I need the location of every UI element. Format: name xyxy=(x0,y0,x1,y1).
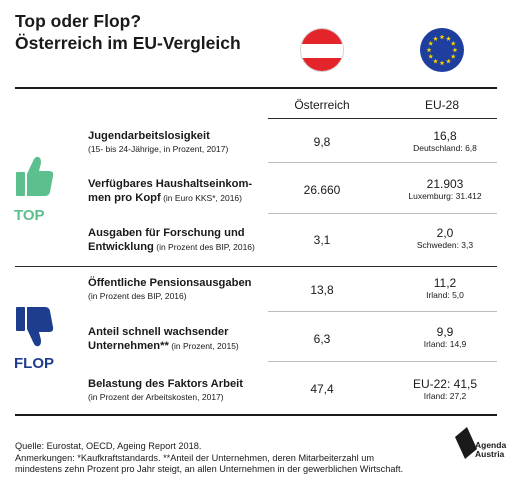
eu-cell: EU-22: 41,5 Irland: 27,2 xyxy=(390,377,500,402)
row-title: Öffentliche Pensionsausgaben xyxy=(88,277,252,289)
eu-cell: 11,2 Irland: 5,0 xyxy=(390,276,500,301)
row-note: (15- bis 24-Jährige, in Prozent, 2017) xyxy=(88,144,229,154)
row-unit: (in Prozent des BIP, 2016) xyxy=(153,242,255,252)
agenda-austria-logo-icon xyxy=(453,425,498,465)
eu-comparison: Deutschland: 6,8 xyxy=(413,143,477,153)
row-divider xyxy=(268,162,497,163)
eu-comparison: Irland: 27,2 xyxy=(423,391,467,401)
austria-value: 26.660 xyxy=(303,183,341,197)
logo-line-2: Austria xyxy=(475,449,505,459)
thumbs-up-icon xyxy=(15,155,55,204)
row-title: Belastung des Faktors Arbeit xyxy=(88,378,244,390)
row-label: Anteil schnell wachsender Unternehmen** … xyxy=(88,325,268,353)
austria-value: 47,4 xyxy=(310,382,334,396)
eu-comparison: Schweden: 3,3 xyxy=(416,240,474,250)
eu-star-icon xyxy=(433,36,438,41)
table-bottom-rule xyxy=(15,414,497,416)
eu-star-icon xyxy=(450,40,456,46)
eu-flag-icon xyxy=(420,28,464,72)
row-label: Jugendarbeitslosigkeit (15- bis 24-Jähri… xyxy=(88,129,268,155)
top-label: TOP xyxy=(14,207,45,224)
row-note: (in Prozent der Arbeitskosten, 2017) xyxy=(88,392,224,402)
eu-cell: 9,9 Irland: 14,9 xyxy=(390,325,500,350)
eu-star-icon xyxy=(452,47,458,53)
eu-value: 9,9 xyxy=(436,325,454,339)
austria-flag-icon xyxy=(300,28,344,72)
title-line-2: Österreich im EU-Vergleich xyxy=(15,33,241,53)
eu-star-icon xyxy=(450,53,456,59)
row-divider xyxy=(268,361,497,362)
eu-star-icon xyxy=(446,58,451,64)
eu-star-icon xyxy=(439,60,445,66)
austria-value: 6,3 xyxy=(313,332,331,346)
footnotes: Quelle: Eurostat, OECD, Ageing Report 20… xyxy=(15,441,445,476)
page-title: Top oder Flop? Österreich im EU-Vergleic… xyxy=(15,10,285,54)
row-divider xyxy=(268,311,497,312)
row-title: Jugendarbeitslosigkeit xyxy=(88,130,210,142)
eu-value: EU-22: 41,5 xyxy=(412,377,478,391)
austria-value: 9,8 xyxy=(313,135,331,149)
eu-star-icon xyxy=(426,47,432,53)
eu-cell: 21.903 Luxemburg: 31.412 xyxy=(390,177,500,202)
row-title-2: men pro Kopf xyxy=(88,192,161,204)
row-unit: (in Prozent, 2015) xyxy=(168,341,239,351)
eu-star-icon xyxy=(439,34,445,40)
eu-star-icon xyxy=(428,40,434,46)
thumbs-down-icon xyxy=(15,304,55,353)
austria-value: 3,1 xyxy=(313,233,331,247)
austria-value: 13,8 xyxy=(310,283,334,297)
eu-cell: 16,8 Deutschland: 6,8 xyxy=(390,129,500,154)
row-title: Verfügbares Haushaltseinkom- xyxy=(88,178,253,190)
header-top-rule xyxy=(15,87,497,89)
row-note: (in Prozent des BIP, 2016) xyxy=(88,291,187,301)
header-bottom-rule xyxy=(268,118,497,119)
row-title: Ausgaben für Forschung und xyxy=(88,227,245,239)
row-label: Verfügbares Haushaltseinkom- men pro Kop… xyxy=(88,177,268,205)
row-title-2: Entwicklung xyxy=(88,241,154,253)
eu-value: 21.903 xyxy=(426,177,464,191)
section-divider xyxy=(15,266,497,267)
row-title-2: Unternehmen** xyxy=(88,340,169,352)
title-line-1: Top oder Flop? xyxy=(15,11,142,31)
annotation-line-2: mindestens zehn Prozent pro Jahr steigt,… xyxy=(15,464,404,474)
source-note: Quelle: Eurostat, OECD, Ageing Report 20… xyxy=(15,441,202,451)
column-head-austria: Österreich xyxy=(294,98,350,112)
row-unit: (in Euro KKS*, 2016) xyxy=(160,193,242,203)
eu-comparison: Irland: 14,9 xyxy=(423,339,467,349)
flop-label: FLOP xyxy=(14,355,54,372)
row-label: Ausgaben für Forschung und Entwicklung (… xyxy=(88,226,268,254)
row-title: Anteil schnell wachsender xyxy=(88,326,229,338)
eu-star-icon xyxy=(428,53,434,59)
eu-value: 11,2 xyxy=(433,276,457,290)
eu-value: 16,8 xyxy=(433,129,457,143)
annotation-line-1: Anmerkungen: *Kaufkraftstandards. **Ante… xyxy=(15,452,375,463)
eu-cell: 2,0 Schweden: 3,3 xyxy=(390,226,500,251)
eu-star-icon xyxy=(433,58,438,64)
column-head-eu: EU-28 xyxy=(424,98,459,112)
eu-value: 2,0 xyxy=(436,226,454,240)
row-divider xyxy=(268,213,497,214)
logo-text: Agenda Austria xyxy=(475,441,506,459)
logo-line-1: Agenda xyxy=(475,440,507,450)
eu-comparison: Luxemburg: 31.412 xyxy=(408,191,482,201)
eu-star-icon xyxy=(446,36,451,41)
row-label: Öffentliche Pensionsausgaben (in Prozent… xyxy=(88,276,268,302)
eu-comparison: Irland: 5,0 xyxy=(426,290,464,300)
row-label: Belastung des Faktors Arbeit (in Prozent… xyxy=(88,377,268,403)
